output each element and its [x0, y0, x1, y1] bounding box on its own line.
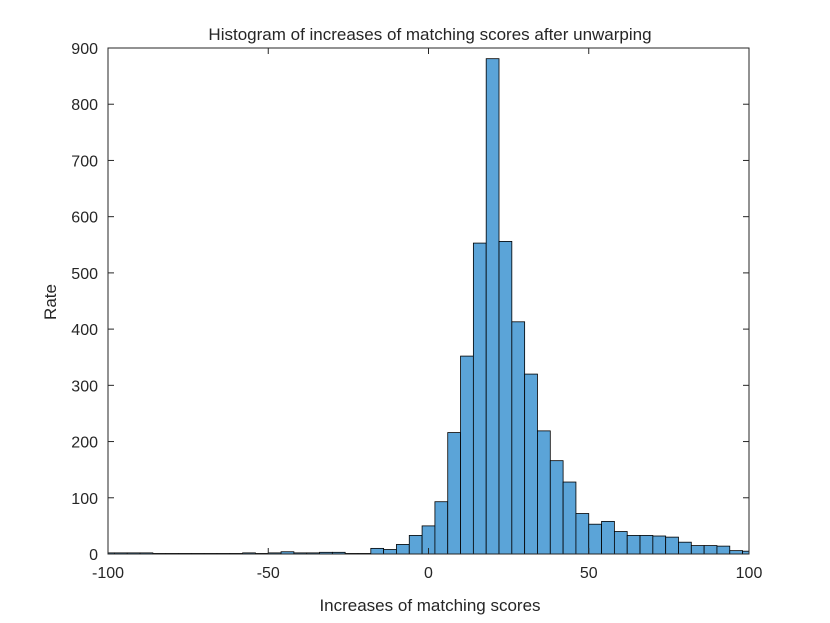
y-axis-label: Rate: [41, 284, 60, 320]
histogram-bar: [575, 513, 590, 554]
x-tick-label: 0: [424, 565, 433, 582]
histogram-bar: [447, 432, 461, 554]
y-tick-label: 900: [71, 41, 98, 58]
histogram-bar: [742, 550, 749, 554]
histogram-bar: [652, 535, 667, 554]
histogram-bar: [370, 547, 385, 554]
histogram-bar: [588, 523, 602, 554]
histogram-bar: [665, 536, 679, 554]
histogram-bar: [613, 531, 628, 554]
histogram-bar: [639, 535, 654, 554]
histogram-bar: [485, 58, 500, 554]
histogram-bar: [537, 430, 551, 554]
y-tick-label: 400: [71, 322, 98, 339]
histogram-bar: [396, 544, 410, 554]
x-axis-ticks: -100 -50 0 50 100: [92, 48, 762, 582]
y-tick-label: 600: [71, 210, 98, 227]
histogram-bar: [703, 545, 718, 554]
y-tick-label: 700: [71, 153, 98, 170]
histogram-bar: [460, 355, 474, 554]
histogram-bar: [383, 549, 397, 554]
histogram-bar: [434, 501, 449, 554]
histogram-bar: [549, 460, 564, 554]
histogram-bar: [498, 241, 513, 554]
y-tick-label: 300: [71, 378, 98, 395]
histogram-bar: [472, 242, 487, 554]
histogram-bar: [690, 545, 705, 554]
chart-title: Histogram of increases of matching score…: [208, 25, 651, 44]
y-tick-label: 0: [89, 547, 98, 564]
histogram-bar: [601, 520, 615, 554]
histogram-bar: [562, 481, 577, 554]
x-tick-label: 100: [736, 565, 763, 582]
histogram-bar: [408, 535, 423, 554]
x-axis-label: Increases of matching scores: [319, 596, 540, 615]
histogram-bar: [626, 535, 641, 554]
y-tick-label: 200: [71, 435, 98, 452]
histogram-bars: [108, 58, 749, 554]
histogram-bar: [716, 545, 731, 554]
x-tick-label: 50: [580, 565, 598, 582]
x-tick-label: -50: [257, 565, 280, 582]
histogram-bar: [524, 373, 538, 554]
histogram-bar: [511, 321, 526, 554]
histogram-bar: [678, 541, 692, 554]
y-tick-label: 500: [71, 266, 98, 283]
histogram-bar: [729, 550, 743, 554]
y-tick-label: 800: [71, 97, 98, 114]
y-axis-ticks: 0 100 200 300 400 500 600 700 800 900: [71, 41, 749, 564]
x-tick-label: -100: [92, 565, 124, 582]
y-tick-label: 100: [71, 491, 98, 508]
